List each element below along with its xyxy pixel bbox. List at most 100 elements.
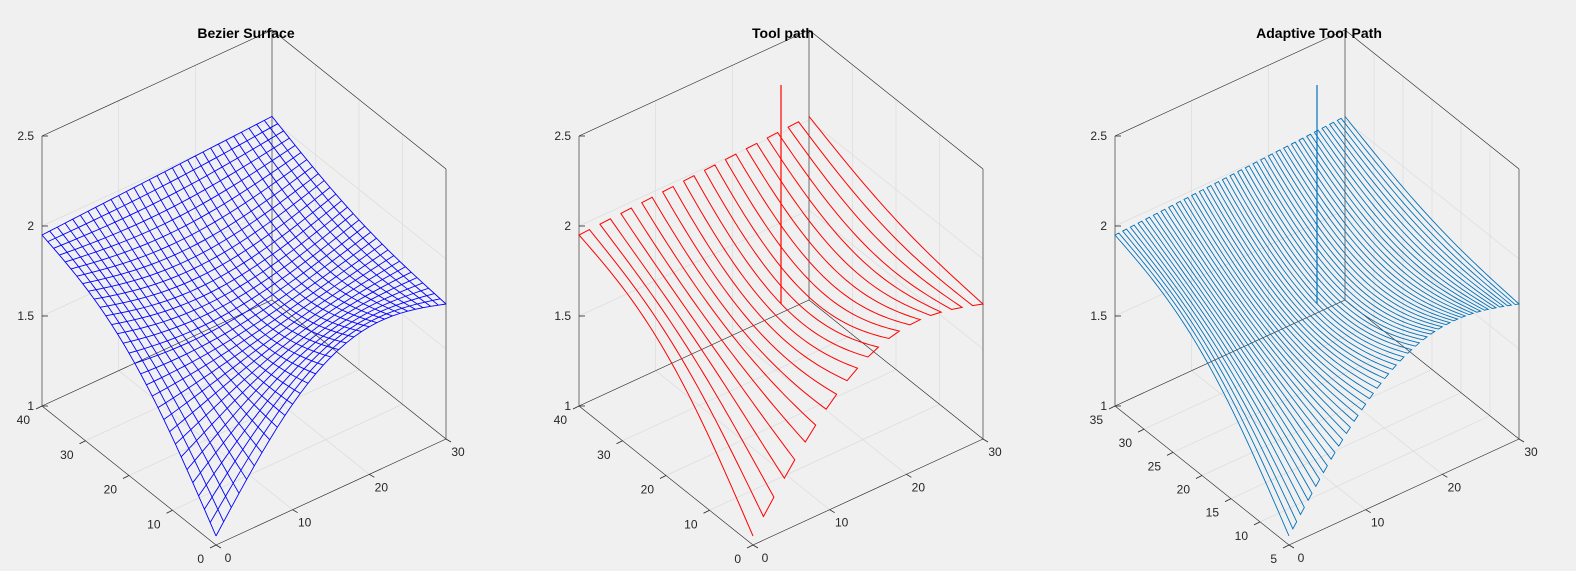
y-tick-label: 0 (197, 552, 204, 566)
mesh-line (105, 193, 337, 317)
mesh-line (41, 234, 217, 537)
z-tick-label: 2.5 (17, 129, 34, 143)
bezier-surface-axes: 1 1.5 2 2.5 0 10 20 30 0 10 20 30 40 Bezier Surface (17, 25, 465, 566)
mesh-line (163, 255, 395, 420)
y-tick-mark (1282, 544, 1290, 549)
axis-edge (271, 29, 447, 170)
mesh-line (151, 243, 383, 397)
x-tick-mark (1442, 473, 1448, 478)
y-tick-label: 30 (1119, 436, 1133, 450)
axis-edge (578, 29, 810, 137)
mesh-line (102, 203, 278, 428)
y-tick-label: 35 (1090, 413, 1104, 427)
mesh-line (146, 237, 377, 386)
mesh-line (240, 131, 416, 310)
z-tick-label: 1.5 (554, 309, 571, 323)
x-tick-label: 0 (225, 551, 232, 565)
x-tick-mark (1365, 509, 1371, 514)
mesh-line (140, 231, 371, 375)
mesh-line (157, 249, 389, 408)
y-tick-mark (209, 544, 217, 549)
axis-edge (271, 299, 447, 440)
mesh-line (70, 152, 302, 270)
axis-edge (578, 299, 810, 407)
chart-title: Tool path (752, 25, 814, 41)
x-tick-label: 0 (1298, 551, 1305, 565)
tool-path (1114, 85, 1521, 537)
x-tick-mark (445, 438, 452, 443)
z-tick-label: 2 (27, 219, 34, 233)
z-tick-label: 2 (1100, 219, 1107, 233)
mesh-line (47, 123, 279, 243)
y-tick-label: 40 (17, 413, 31, 427)
y-tick-mark (79, 440, 86, 445)
tool-path-axes: 1 1.5 2 2.5 0 10 20 30 0 10 20 30 40 Tool path (554, 25, 1002, 566)
axis-edge (808, 29, 984, 170)
z-tick-label: 2.5 (1090, 129, 1107, 143)
x-tick-label: 20 (912, 480, 926, 494)
mesh-line (233, 135, 408, 312)
x-tick-label: 10 (1371, 516, 1385, 530)
tick-labels: 1 1.5 2 2.5 0 10 20 30 0 10 20 30 40 (554, 129, 1002, 566)
axis-edge (1114, 29, 1346, 137)
x-tick-label: 30 (1524, 445, 1538, 459)
mesh-line (123, 213, 354, 344)
mesh-line (94, 180, 325, 300)
mesh-line (215, 303, 447, 537)
tick-labels: 1 1.5 2 2.5 0 10 20 30 5 10 15 20 25 30 35 (1090, 129, 1538, 566)
y-tick-mark (1224, 498, 1232, 503)
y-grid-line (1259, 145, 1491, 523)
mesh-line (59, 137, 290, 256)
mesh-line (99, 187, 331, 308)
mesh-line (88, 173, 319, 292)
y-grid-line (41, 30, 273, 407)
z-grid-line (41, 29, 447, 170)
mesh-line (53, 130, 284, 249)
mesh-line (175, 266, 406, 445)
y-tick-label: 20 (1177, 483, 1191, 497)
mesh-line (76, 159, 308, 277)
x-grid-line (731, 65, 907, 475)
mesh-line (117, 206, 348, 335)
x-tick-mark (215, 544, 222, 549)
y-tick-mark (1166, 451, 1174, 456)
x-tick-mark (752, 544, 759, 549)
z-grid-line (41, 119, 447, 260)
mesh-line (198, 287, 429, 497)
x-tick-label: 10 (298, 516, 312, 530)
adaptive-tool-path-axes: 1 1.5 2 2.5 0 10 20 30 5 10 15 20 25 30 35 Adaptive Too… (1090, 25, 1538, 566)
z-tick-label: 1 (1100, 399, 1107, 413)
y-tick-label: 30 (60, 448, 74, 462)
x-tick-label: 30 (988, 445, 1002, 459)
mesh-line (111, 200, 342, 326)
y-tick-mark (746, 544, 754, 549)
y-tick-mark (166, 509, 173, 514)
tick-labels: 1 1.5 2 2.5 0 10 20 30 0 10 20 30 40 (17, 129, 465, 566)
z-tick-label: 1 (564, 399, 571, 413)
axis-edge (1288, 438, 1520, 546)
axes-box (41, 29, 447, 546)
y-grid-line (1172, 76, 1404, 453)
z-tick-label: 1.5 (17, 309, 34, 323)
z-tick-label: 1 (27, 399, 34, 413)
x-tick-mark (1518, 438, 1525, 443)
mesh-line (169, 260, 400, 433)
mesh-line (128, 219, 360, 354)
y-grid-line (578, 30, 810, 407)
axis-edge (215, 438, 447, 546)
mesh-line (192, 282, 423, 483)
y-tick-mark (616, 440, 623, 445)
mesh-line (209, 298, 441, 523)
x-tick-mark (982, 438, 989, 443)
x-tick-mark (292, 509, 298, 514)
y-tick-label: 10 (1235, 529, 1249, 543)
mesh-line (41, 116, 273, 236)
y-tick-label: 15 (1206, 506, 1220, 520)
mesh-line (204, 293, 435, 510)
mesh-line (72, 218, 248, 480)
axes-box (578, 29, 984, 546)
y-tick-label: 25 (1148, 459, 1162, 473)
y-tick-mark (703, 509, 710, 514)
tool-path (578, 85, 985, 537)
y-tick-mark (1253, 521, 1261, 526)
